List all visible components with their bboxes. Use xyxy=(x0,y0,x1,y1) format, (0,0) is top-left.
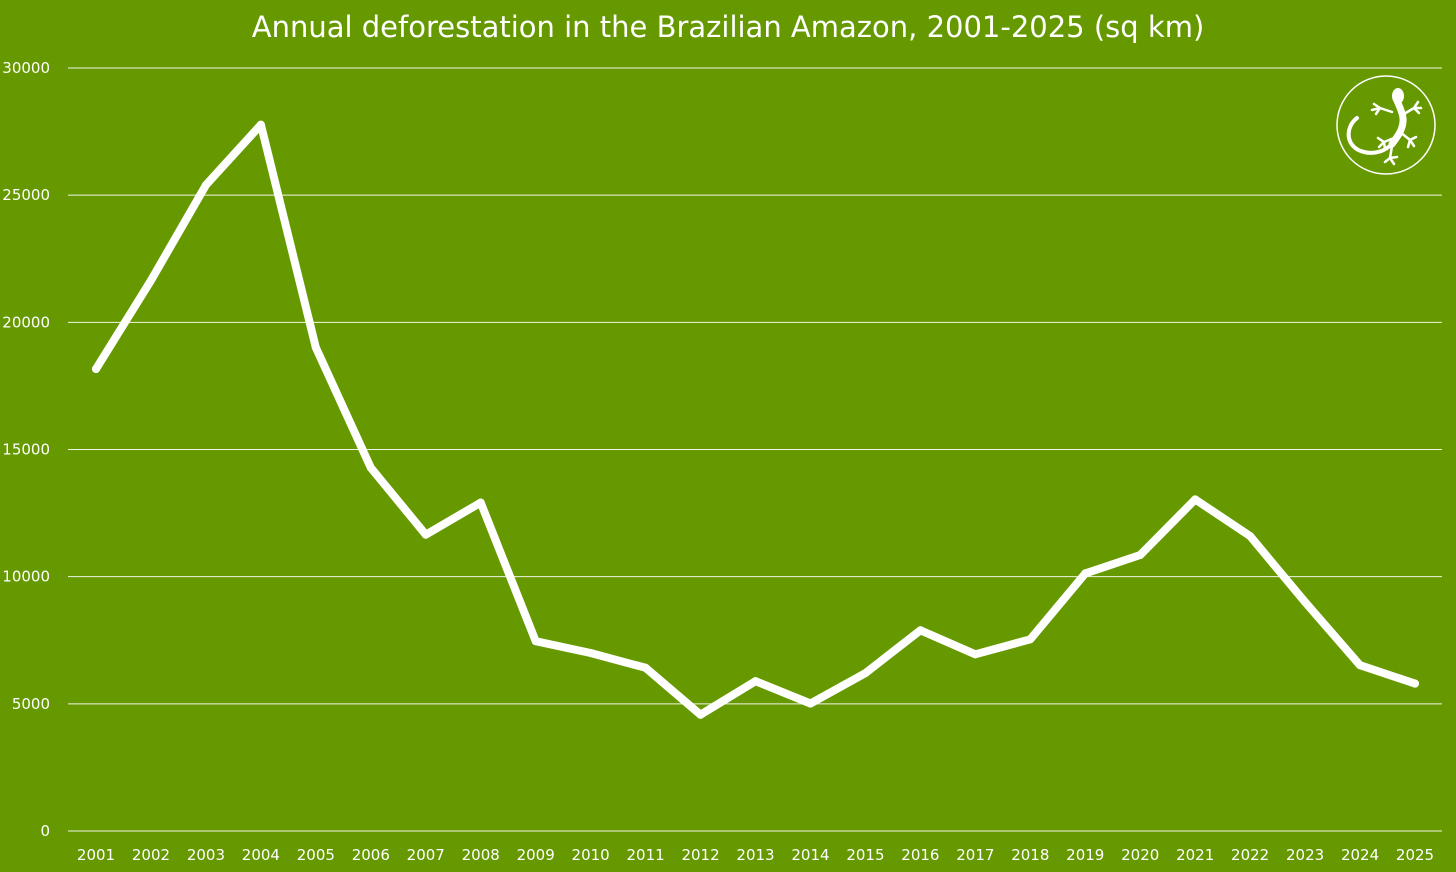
data-point-2018 xyxy=(1026,635,1035,644)
data-point-2016 xyxy=(916,626,925,635)
data-point-2011 xyxy=(641,663,650,672)
data-point-2002 xyxy=(146,276,155,285)
x-tick-label: 2013 xyxy=(736,846,774,864)
x-axis-tick-labels: 2001 2002 2003 2004 2005 2006 2007 2008 2009 2010… xyxy=(77,846,1434,864)
x-tick-label: 2017 xyxy=(956,846,994,864)
x-tick-label: 2018 xyxy=(1011,846,1049,864)
data-point-2010 xyxy=(586,648,595,657)
series-line-0 xyxy=(92,120,1419,719)
data-point-2020 xyxy=(1136,551,1145,560)
data-point-2024 xyxy=(1356,661,1365,670)
x-tick-label: 2004 xyxy=(242,846,280,864)
x-tick-label: 2022 xyxy=(1231,846,1269,864)
chart-title: Annual deforestation in the Brazilian Am… xyxy=(251,10,1205,44)
data-point-2008 xyxy=(476,498,485,507)
data-point-2023 xyxy=(1301,598,1310,607)
gridlines xyxy=(68,67,1442,832)
y-tick-label: 5000 xyxy=(12,695,50,713)
series-layer xyxy=(92,120,1419,719)
x-tick-label: 2020 xyxy=(1121,846,1159,864)
x-tick-label: 2012 xyxy=(681,846,719,864)
x-tick-label: 2007 xyxy=(407,846,445,864)
data-point-2005 xyxy=(311,343,320,352)
data-point-2007 xyxy=(421,530,430,539)
x-tick-label: 2021 xyxy=(1176,846,1214,864)
x-tick-label: 2024 xyxy=(1341,846,1379,864)
data-point-2021 xyxy=(1191,495,1200,504)
y-tick-label: 10000 xyxy=(2,568,50,586)
x-tick-label: 2009 xyxy=(517,846,555,864)
x-tick-label: 2001 xyxy=(77,846,115,864)
x-tick-label: 2019 xyxy=(1066,846,1104,864)
data-point-2006 xyxy=(366,463,375,472)
y-tick-label: 30000 xyxy=(2,59,50,77)
data-point-2009 xyxy=(531,637,540,646)
x-tick-label: 2003 xyxy=(187,846,225,864)
data-point-2004 xyxy=(256,120,265,129)
x-tick-label: 2014 xyxy=(791,846,829,864)
x-tick-label: 2005 xyxy=(297,846,335,864)
data-point-2019 xyxy=(1081,569,1090,578)
data-point-2014 xyxy=(806,699,815,708)
x-tick-label: 2010 xyxy=(572,846,610,864)
x-tick-label: 2011 xyxy=(626,846,664,864)
data-point-2022 xyxy=(1246,532,1255,541)
data-point-2017 xyxy=(971,650,980,659)
y-tick-label: 20000 xyxy=(2,313,50,331)
x-tick-label: 2006 xyxy=(352,846,390,864)
y-tick-label: 15000 xyxy=(2,441,50,459)
data-point-2003 xyxy=(201,181,210,190)
data-point-2013 xyxy=(751,677,760,686)
x-tick-label: 2015 xyxy=(846,846,884,864)
y-tick-label: 0 xyxy=(40,822,50,840)
data-point-2001 xyxy=(92,365,100,374)
y-tick-label: 25000 xyxy=(2,186,50,204)
y-axis-tick-labels: 0 5000 10000 15000 20000 25000 30000 xyxy=(2,59,50,840)
x-tick-label: 2002 xyxy=(132,846,170,864)
x-tick-label: 2016 xyxy=(901,846,939,864)
data-point-2015 xyxy=(861,669,870,678)
data-point-2012 xyxy=(696,710,705,719)
gecko-icon xyxy=(1336,75,1436,175)
data-point-2025 xyxy=(1411,679,1419,688)
x-tick-label: 2023 xyxy=(1286,846,1324,864)
x-tick-label: 2008 xyxy=(462,846,500,864)
x-tick-label: 2025 xyxy=(1396,846,1434,864)
